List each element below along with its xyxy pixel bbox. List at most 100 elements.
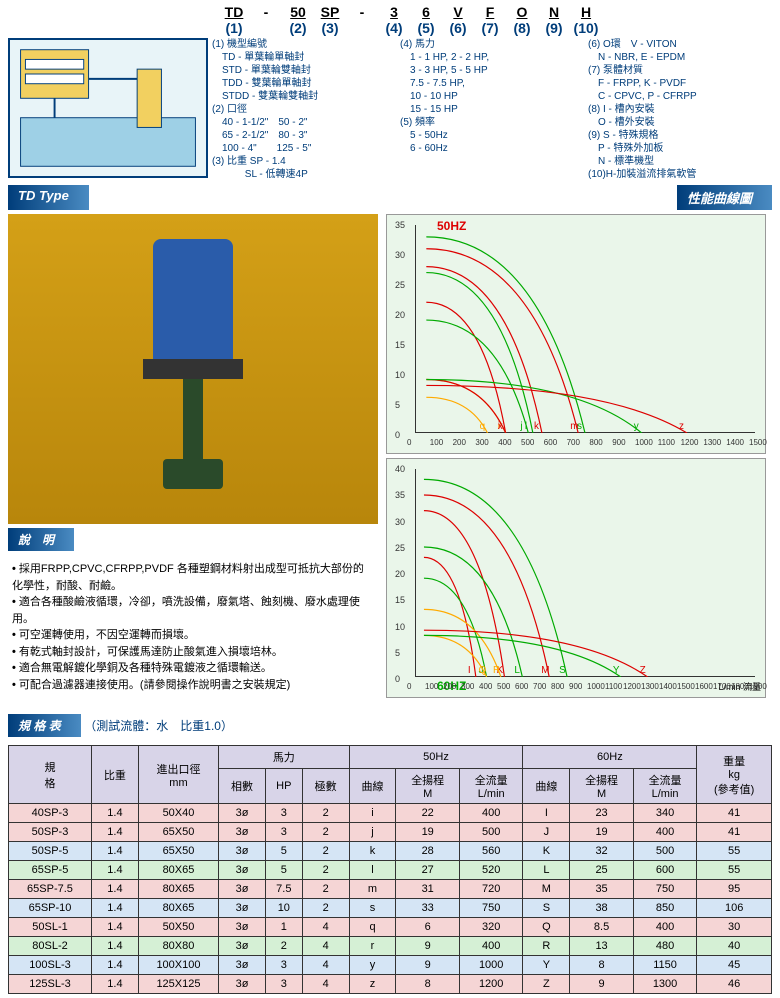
table-cell: 27 <box>396 861 460 880</box>
legend-line: (7) 泵體材質 <box>588 64 768 77</box>
legend-line: O - 槽外安裝 <box>588 116 768 129</box>
x-tick: 0 <box>407 438 411 447</box>
table-cell: 3ø <box>219 804 266 823</box>
table-cell: 80SL-2 <box>9 937 92 956</box>
table-cell: 3ø <box>219 899 266 918</box>
table-cell: 8.5 <box>570 918 634 937</box>
table-cell: 106 <box>697 899 772 918</box>
legend-col-2: (4) 馬力 1 - 1 HP, 2 - 2 HP, 3 - 3 HP, 5 -… <box>396 38 584 181</box>
table-cell: 9 <box>570 975 634 994</box>
legend-col-1: (1) 機型編號 TD - 單葉輪單軸封 STD - 單葉輪雙軸封 TDD - … <box>208 38 396 181</box>
model-code-header: TD(1)-50(2)SP(3)-3(4)6(5)V(6)F(7)O(8)N(9… <box>0 0 780 38</box>
table-cell: 125SL-3 <box>9 975 92 994</box>
table-cell: 25 <box>570 861 634 880</box>
table-cell: 1300 <box>633 975 697 994</box>
table-cell: 80X65 <box>138 880 218 899</box>
table-cell: 3ø <box>219 861 266 880</box>
legend-col-3: (6) O環 V - VITON N - NBR, E - EPDM(7) 泵體… <box>584 38 772 181</box>
table-cell: 50SP-3 <box>9 823 92 842</box>
legend-line: 3 - 3 HP, 5 - 5 HP <box>400 64 580 77</box>
table-cell: 65X50 <box>138 842 218 861</box>
legend-line: TDD - 雙葉輪單軸封 <box>212 77 392 90</box>
svg-text:Y: Y <box>613 665 620 676</box>
table-cell: 22 <box>396 804 460 823</box>
table-row: 50SL-11.450X503ø14q6320Q8.540030 <box>9 918 772 937</box>
y-tick: 0 <box>395 674 400 684</box>
pump-photo <box>8 214 378 524</box>
table-cell: 3ø <box>219 842 266 861</box>
table-cell: y <box>349 956 396 975</box>
y-tick: 25 <box>395 543 405 553</box>
table-subheader: 相數 <box>219 769 266 804</box>
table-cell: 45 <box>697 956 772 975</box>
table-cell: 65SP-5 <box>9 861 92 880</box>
table-cell: 4 <box>302 975 349 994</box>
model-part: 3(4) <box>380 4 408 36</box>
y-tick: 20 <box>395 569 405 579</box>
table-cell: j <box>349 823 396 842</box>
legend-line: (6) O環 V - VITON <box>588 38 768 51</box>
x-tick: 300 <box>475 438 488 447</box>
y-tick: 20 <box>395 310 405 320</box>
table-cell: 500 <box>633 842 697 861</box>
x-tick: 500 <box>497 682 510 691</box>
x-tick: 800 <box>551 682 564 691</box>
table-cell: 80X65 <box>138 861 218 880</box>
table-subheader: HP <box>265 769 302 804</box>
table-cell: 9 <box>396 937 460 956</box>
table-subheader: 全流量L/min <box>633 769 697 804</box>
desc-item: 適合無電解鍍化學銅及各種特殊電鍍液之循環輸送。 <box>12 660 374 677</box>
table-cell: 2 <box>302 823 349 842</box>
y-tick: 30 <box>395 517 405 527</box>
table-cell: 40SP-3 <box>9 804 92 823</box>
y-tick: 35 <box>395 220 405 230</box>
table-cell: 480 <box>633 937 697 956</box>
legend-line: STD - 單葉輪雙軸封 <box>212 64 392 77</box>
table-cell: r <box>349 937 396 956</box>
chart-60hz: 60HZ L/min 流量 05101520253035400100200300… <box>386 458 766 698</box>
table-cell: 1 <box>265 918 302 937</box>
table-cell: K <box>523 842 570 861</box>
desc-item: 有乾式軸封設計，可保護馬達防止酸氣進入損壞培林。 <box>12 644 374 661</box>
table-cell: 100SL-3 <box>9 956 92 975</box>
table-cell: 2 <box>302 899 349 918</box>
svg-text:R: R <box>493 665 500 676</box>
table-cell: 10 <box>265 899 302 918</box>
legend-line: 15 - 15 HP <box>400 103 580 116</box>
spec-area: 規 格 表 （測試流體：水 比重1.0） 規格比重進出口徑mm馬力50Hz60H… <box>0 702 780 998</box>
legend-line: N - 標準機型 <box>588 155 768 168</box>
y-tick: 35 <box>395 490 405 500</box>
table-header: 重量kg(參考值) <box>697 746 772 804</box>
table-header: 規格 <box>9 746 92 804</box>
desc-item: 採用FRPP,CPVC,CFRPP,PVDF 各種塑鋼材料射出成型可抵抗大部份的… <box>12 561 374 594</box>
spec-table: 規格比重進出口徑mm馬力50Hz60Hz重量kg(參考值)相數HP極數曲線全揚程… <box>8 745 772 994</box>
y-tick: 10 <box>395 370 405 380</box>
legend-line: C - CPVC, P - CFRPP <box>588 90 768 103</box>
table-cell: J <box>523 823 570 842</box>
table-cell: R <box>523 937 570 956</box>
table-cell: 13 <box>570 937 634 956</box>
table-row: 125SL-31.4125X1253ø34z81200Z9130046 <box>9 975 772 994</box>
schematic-diagram <box>8 38 208 178</box>
table-row: 40SP-31.450X403ø32i22400I2334041 <box>9 804 772 823</box>
table-cell: 3ø <box>219 937 266 956</box>
description-block: 採用FRPP,CPVC,CFRPP,PVDF 各種塑鋼材料射出成型可抵抗大部份的… <box>8 555 378 699</box>
table-cell: 3ø <box>219 975 266 994</box>
table-cell: 1200 <box>459 975 523 994</box>
table-cell: 3ø <box>219 918 266 937</box>
table-cell: 3 <box>265 804 302 823</box>
table-row: 100SL-31.4100X1003ø34y91000Y8115045 <box>9 956 772 975</box>
svg-text:S: S <box>559 665 566 676</box>
legend-line: TD - 單葉輪單軸封 <box>212 51 392 64</box>
table-cell: 500 <box>459 823 523 842</box>
svg-text:q: q <box>480 421 486 432</box>
table-header: 50Hz <box>349 746 523 769</box>
table-cell: 65SP-10 <box>9 899 92 918</box>
legend-line: N - NBR, E - EPDM <box>588 51 768 64</box>
x-tick: 1500 <box>749 438 767 447</box>
table-subheader: 曲線 <box>349 769 396 804</box>
table-cell: 65X50 <box>138 823 218 842</box>
table-cell: 125X125 <box>138 975 218 994</box>
legend-line: 40 - 1-1/2" 50 - 2" <box>212 116 392 129</box>
svg-text:I: I <box>468 665 471 676</box>
